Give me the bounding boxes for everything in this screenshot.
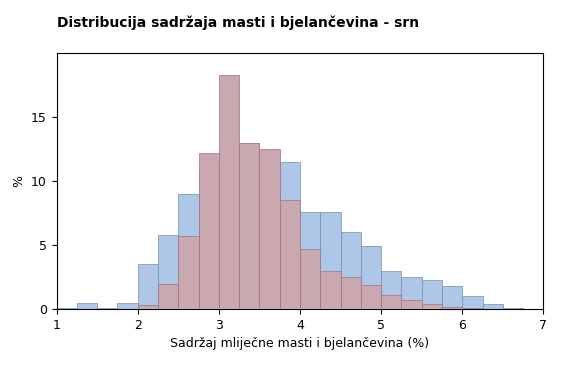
Bar bbox=[199, 153, 219, 309]
Bar bbox=[361, 246, 381, 309]
Bar bbox=[401, 300, 422, 309]
Bar bbox=[300, 212, 320, 309]
Bar bbox=[219, 162, 239, 309]
Bar bbox=[442, 286, 462, 309]
Bar bbox=[401, 277, 422, 309]
Bar bbox=[158, 235, 178, 309]
Bar bbox=[259, 188, 280, 309]
Bar bbox=[97, 308, 118, 309]
Y-axis label: %: % bbox=[12, 175, 25, 187]
Bar bbox=[320, 271, 341, 309]
Bar bbox=[57, 308, 77, 309]
Bar bbox=[239, 143, 259, 309]
X-axis label: Sadržaj mliječne masti i bjelančevina (%): Sadržaj mliječne masti i bjelančevina (%… bbox=[170, 337, 430, 350]
Bar bbox=[219, 75, 239, 309]
Bar bbox=[259, 149, 280, 309]
Bar bbox=[138, 264, 158, 309]
Bar bbox=[503, 308, 523, 309]
Bar bbox=[77, 303, 97, 309]
Bar bbox=[462, 308, 482, 309]
Bar bbox=[118, 303, 138, 309]
Bar bbox=[300, 249, 320, 309]
Bar bbox=[422, 304, 442, 309]
Bar bbox=[482, 304, 503, 309]
Bar bbox=[280, 162, 300, 309]
Bar bbox=[199, 173, 219, 309]
Bar bbox=[138, 305, 158, 309]
Bar bbox=[381, 295, 401, 309]
Bar bbox=[341, 277, 361, 309]
Bar bbox=[462, 296, 482, 309]
Bar bbox=[442, 307, 462, 309]
Bar bbox=[280, 200, 300, 309]
Bar bbox=[239, 143, 259, 309]
Bar bbox=[361, 285, 381, 309]
Text: Distribucija sadržaja masti i bjelančevina - srn: Distribucija sadržaja masti i bjelančevi… bbox=[57, 16, 419, 30]
Bar bbox=[178, 194, 199, 309]
Bar bbox=[158, 284, 178, 309]
Bar bbox=[422, 280, 442, 309]
Bar bbox=[178, 236, 199, 309]
Bar bbox=[320, 212, 341, 309]
Bar bbox=[341, 232, 361, 309]
Bar bbox=[381, 271, 401, 309]
